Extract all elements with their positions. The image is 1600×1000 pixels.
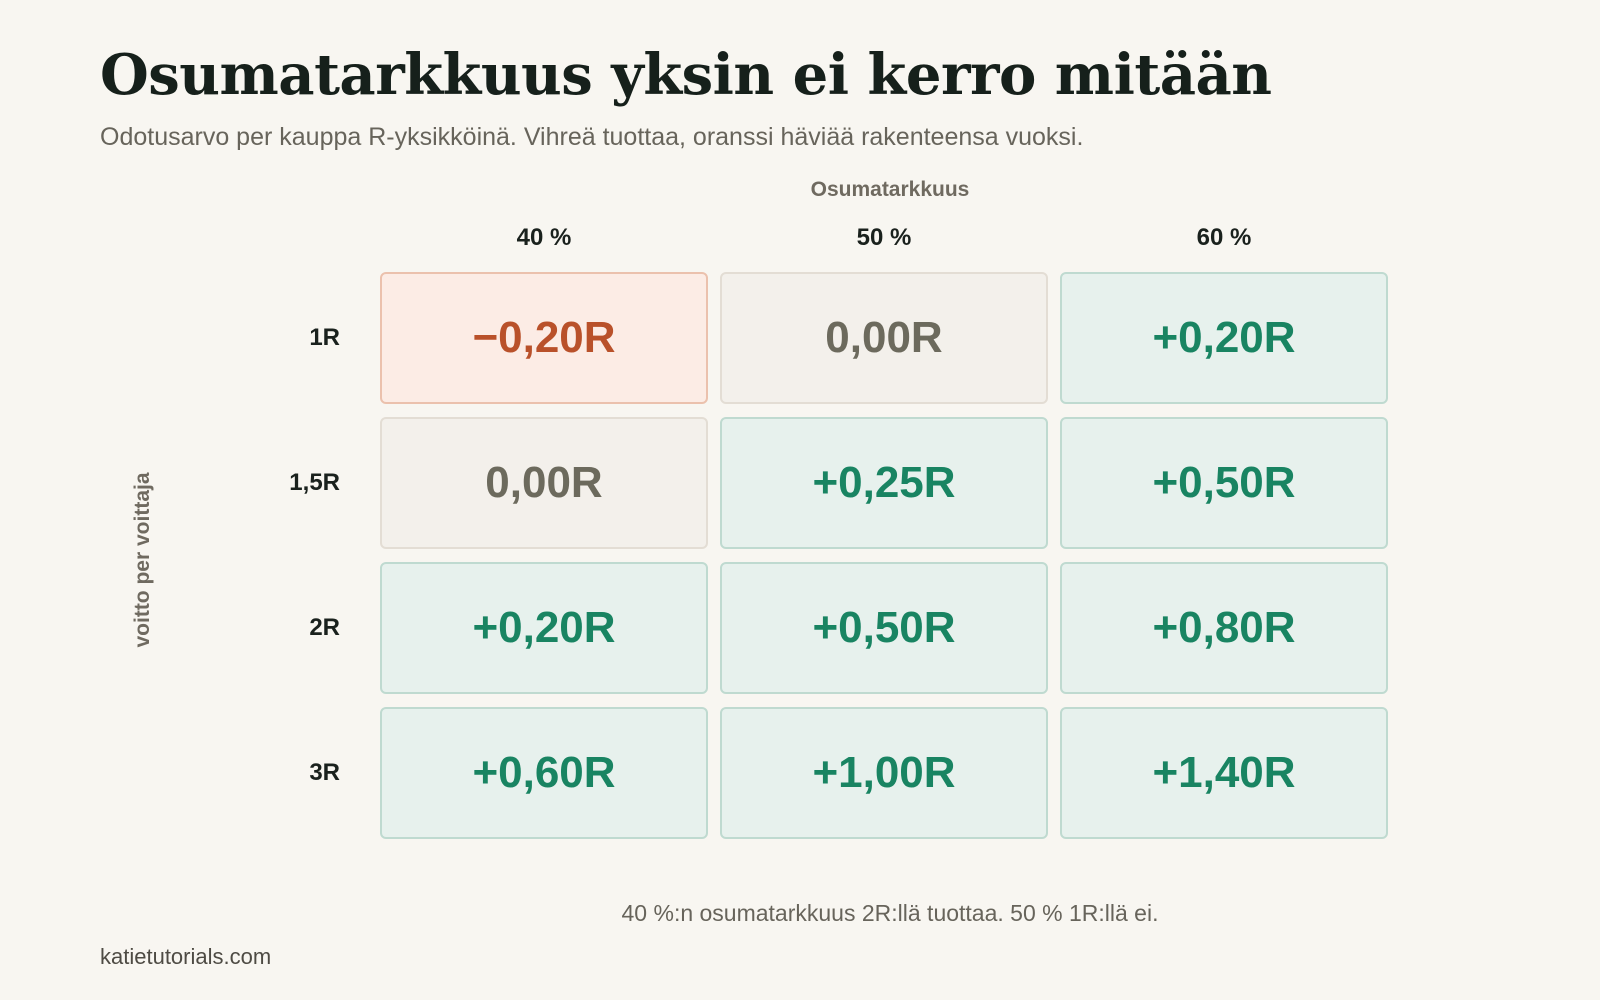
- row-header: 3R: [309, 759, 340, 786]
- heatmap-cell: +0,50R: [1060, 417, 1388, 549]
- heatmap-cell: +1,40R: [1060, 707, 1388, 839]
- column-header: 40 %: [516, 224, 572, 251]
- heatmap-cell: +0,20R: [1060, 272, 1388, 404]
- x-axis-label: Osumatarkkuus: [810, 178, 970, 201]
- y-axis-label: voitto per voittaja: [131, 472, 154, 648]
- row-header: 2R: [309, 614, 340, 641]
- heatmap-cell: +0,50R: [720, 562, 1048, 694]
- row-header: 1R: [309, 324, 340, 351]
- heatmap-cell: +0,20R: [380, 562, 708, 694]
- heatmap-cell: +0,25R: [720, 417, 1048, 549]
- column-header: 50 %: [856, 224, 912, 251]
- source-credit: katietutorials.com: [100, 944, 272, 969]
- heatmap-cell: +0,60R: [380, 707, 708, 839]
- heatmap-cell: 0,00R: [720, 272, 1048, 404]
- heatmap-cell: −0,20R: [380, 272, 708, 404]
- column-header: 60 %: [1196, 224, 1252, 251]
- heatmap-cell: +1,00R: [720, 707, 1048, 839]
- row-header: 1,5R: [289, 469, 340, 496]
- heatmap-cell: +0,80R: [1060, 562, 1388, 694]
- chart-title: Osumatarkkuus yksin ei kerro mitään: [100, 42, 1272, 108]
- heatmap-cell: 0,00R: [380, 417, 708, 549]
- chart-subtitle: Odotusarvo per kauppa R-yksikköinä. Vihr…: [100, 123, 1084, 151]
- footnote: 40 %:n osumatarkkuus 2R:llä tuottaa. 50 …: [621, 900, 1159, 926]
